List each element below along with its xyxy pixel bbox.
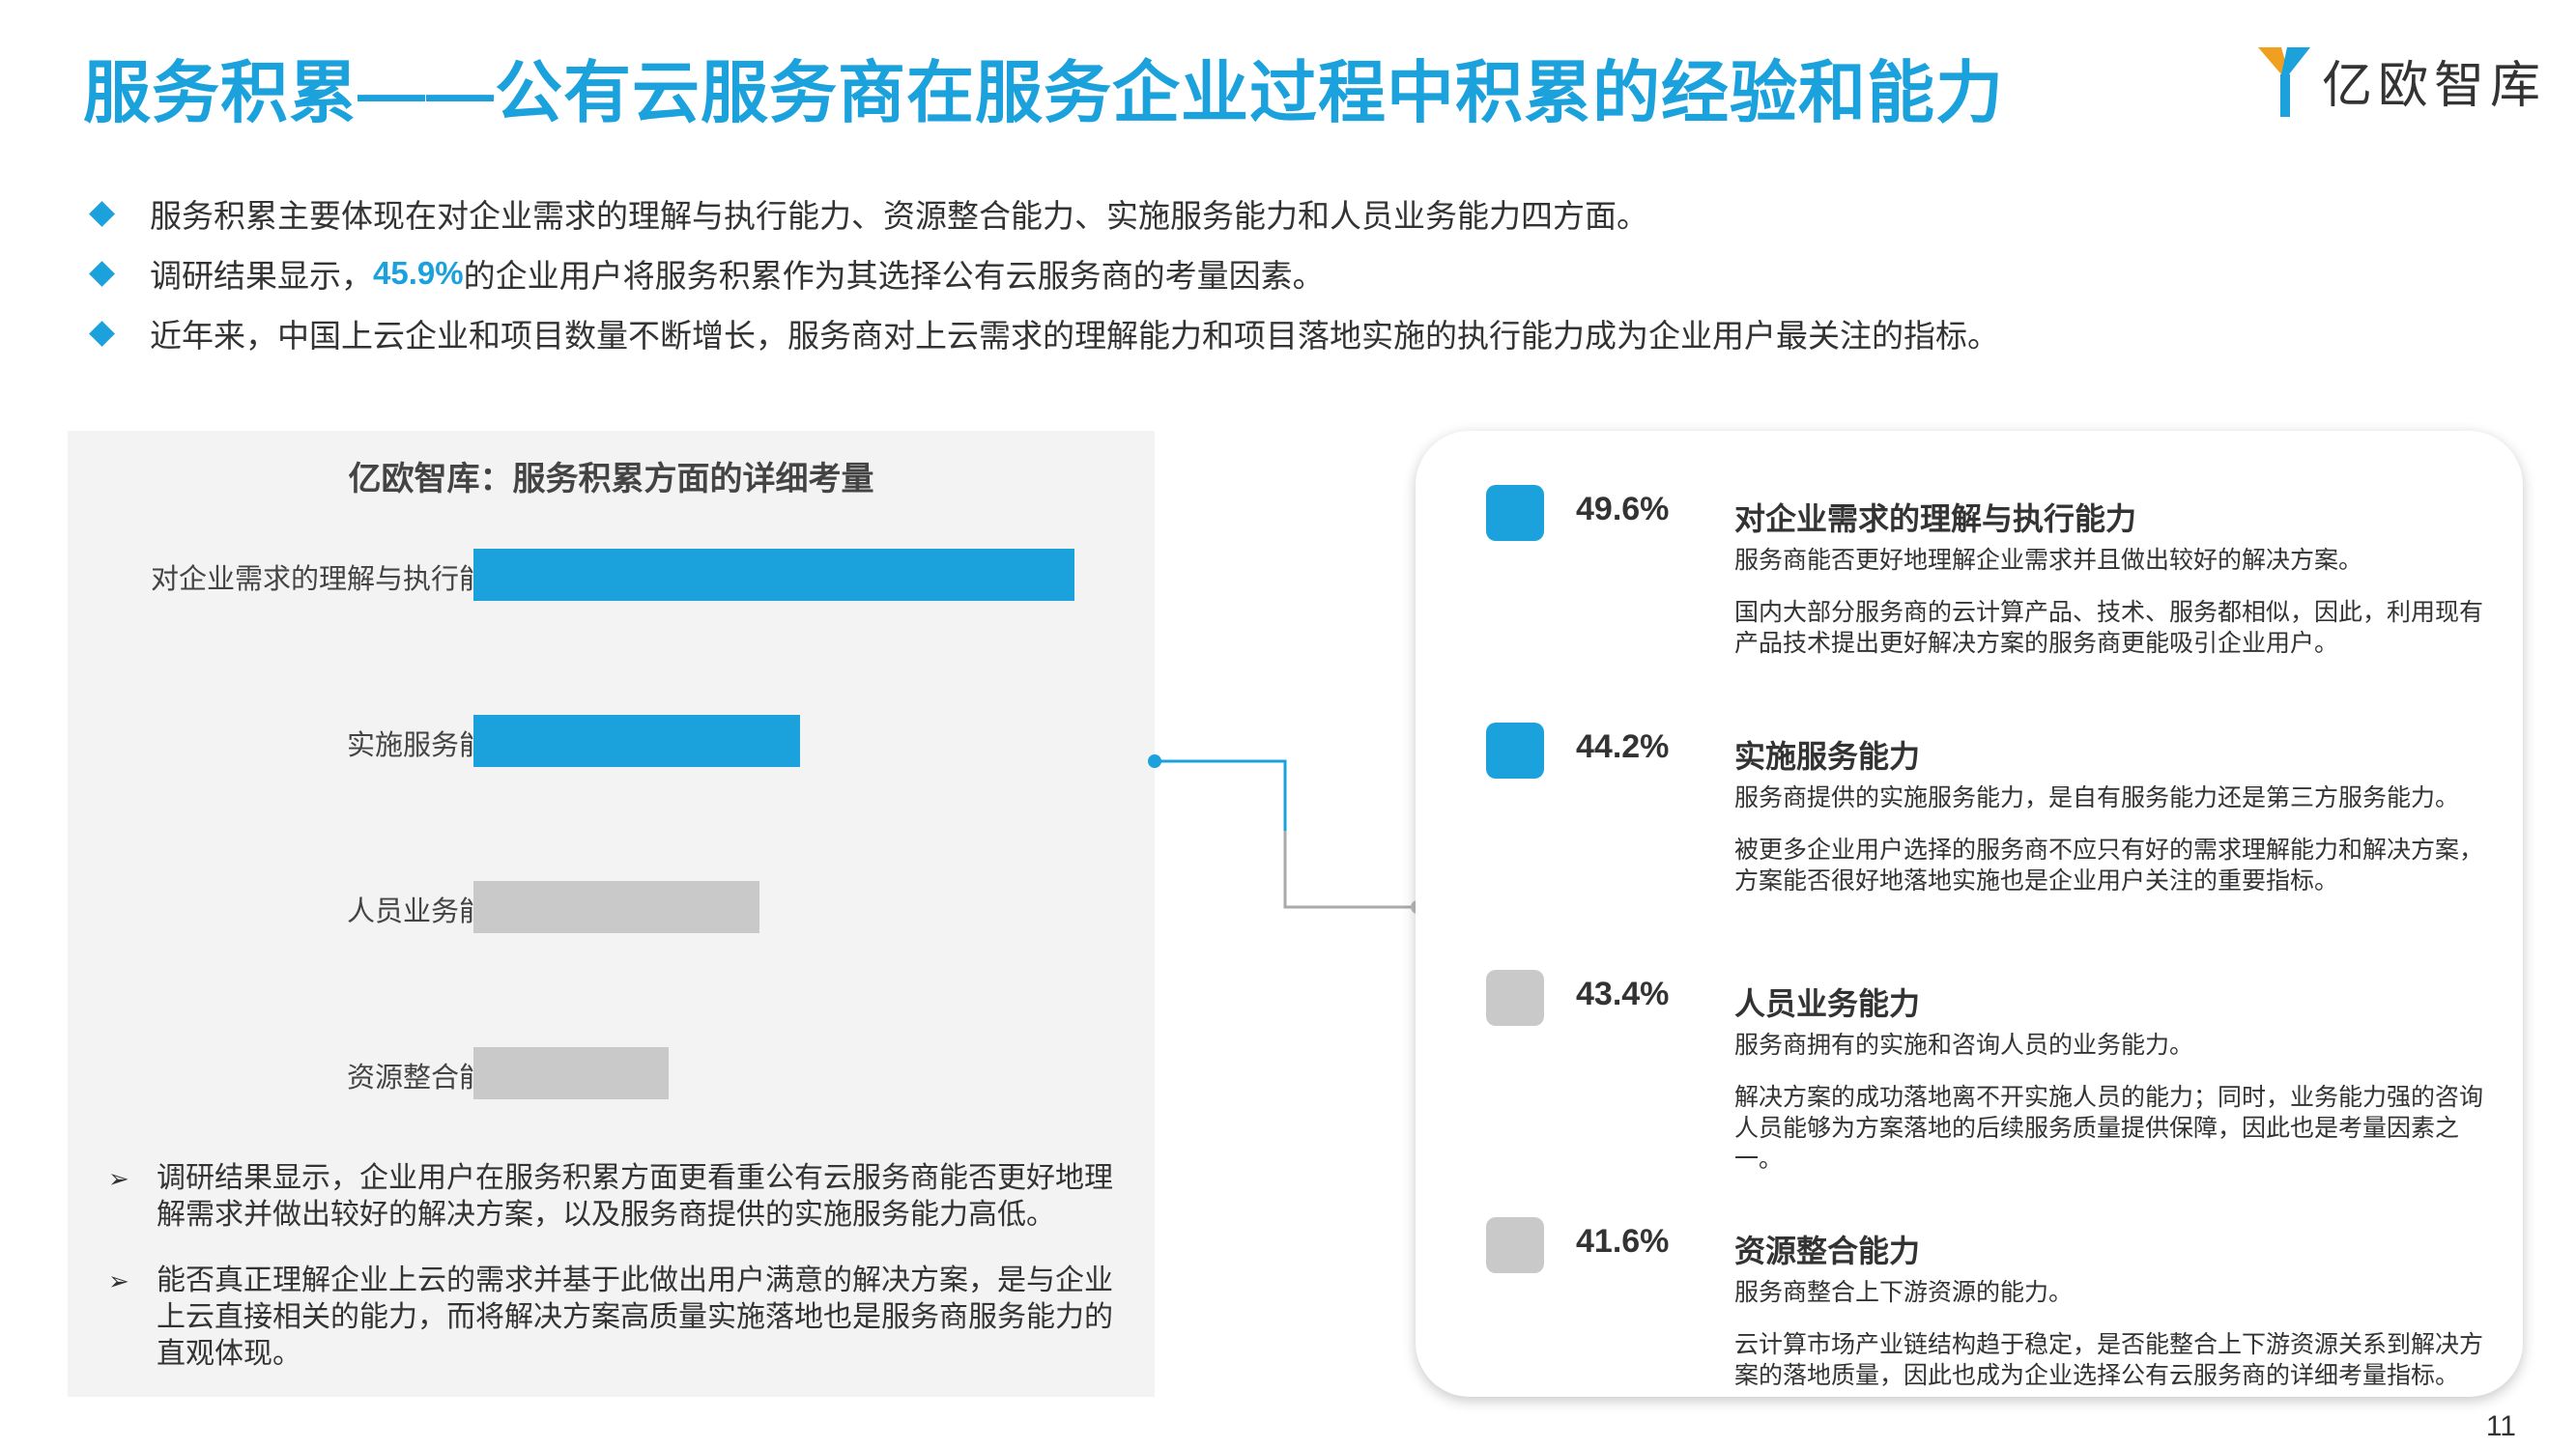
detail-percent: 41.6% [1576, 1223, 1670, 1260]
summary-bullet-1: 服务积累主要体现在对企业需求的理解与执行能力、资源整合能力、实施服务能力和人员业… [89, 184, 1999, 243]
note-text: 能否真正理解企业上云的需求并基于此做出用户满意的解决方案，是与企业上云直接相关的… [157, 1264, 1113, 1370]
color-swatch [1486, 970, 1544, 1026]
diamond-bullet-icon [89, 320, 115, 347]
detail-percent: 49.6% [1576, 491, 1670, 527]
color-swatch [1486, 485, 1544, 541]
highlight-percent: 45.9% [373, 255, 464, 291]
diamond-bullet-icon [89, 260, 115, 287]
detail-description: 服务商拥有的实施和咨询人员的业务能力。 [1734, 1032, 2194, 1059]
detail-title: 对企业需求的理解与执行能力 [1734, 501, 2137, 536]
details-card: 49.6% 对企业需求的理解与执行能力 服务商能否更好地理解企业需求并且做出较好… [1416, 431, 2523, 1397]
bullet-text: 近年来，中国上云企业和项目数量不断增长，服务商对上云需求的理解能力和项目落地实施… [150, 318, 1999, 354]
detail-item: 44.2% 实施服务能力 服务商提供的实施服务能力，是自有服务能力还是第三方服务… [1416, 699, 2523, 931]
color-swatch [1486, 1217, 1544, 1273]
detail-item: 41.6% 资源整合能力 服务商整合上下游资源的能力。 云计算市场产业链结构趋于… [1416, 1194, 2523, 1426]
detail-title: 人员业务能力 [1734, 986, 1921, 1021]
summary-bullets: 服务积累主要体现在对企业需求的理解与执行能力、资源整合能力、实施服务能力和人员业… [89, 184, 1999, 363]
arrow-bullet-icon: ➢ [108, 1266, 129, 1295]
logo-mark-icon [2258, 47, 2310, 117]
note-text: 调研结果显示，企业用户在服务积累方面更看重公有云服务商能否更好地理解需求并做出较… [157, 1162, 1113, 1231]
summary-bullet-3: 近年来，中国上云企业和项目数量不断增长，服务商对上云需求的理解能力和项目落地实施… [89, 303, 1999, 363]
detail-description: 被更多企业用户选择的服务商不应只有好的需求理解能力和解决方案，方案能否很好地落地… [1734, 837, 2484, 895]
arrow-bullet-icon: ➢ [108, 1164, 129, 1193]
notes-list: ➢ 调研结果显示，企业用户在服务积累方面更看重公有云服务商能否更好地理解需求并做… [97, 1160, 1140, 1402]
detail-description: 国内大部分服务商的云计算产品、技术、服务都相似，因此，利用现有产品技术提出更好解… [1734, 599, 2484, 657]
bullet-text-suffix: 的企业用户将服务积累作为其选择公有云服务商的考量因素。 [463, 258, 1325, 294]
bar-category-label: 对企业需求的理解与执行能力 [150, 564, 515, 595]
color-swatch [1486, 723, 1544, 779]
detail-item: 49.6% 对企业需求的理解与执行能力 服务商能否更好地理解企业需求并且做出较好… [1416, 462, 2523, 694]
detail-percent: 43.4% [1576, 976, 1670, 1012]
diamond-bullet-icon [89, 200, 115, 227]
note-item: ➢ 能否真正理解企业上云的需求并基于此做出用户满意的解决方案，是与企业上云直接相… [97, 1263, 1140, 1373]
detail-description: 服务商能否更好地理解企业需求并且做出较好的解决方案。 [1734, 547, 2363, 574]
bar [473, 715, 800, 767]
connector-line [1148, 754, 1424, 914]
bullet-text-prefix: 调研结果显示， [150, 258, 373, 294]
summary-bullet-2: 调研结果显示， 45.9% 的企业用户将服务积累作为其选择公有云服务商的考量因素。 [89, 243, 1999, 303]
detail-title: 资源整合能力 [1734, 1234, 1921, 1268]
detail-description: 解决方案的成功落地离不开实施人员的能力；同时，业务能力强的咨询人员能够为方案落地… [1734, 1084, 2484, 1173]
bar [473, 881, 759, 933]
detail-item: 43.4% 人员业务能力 服务商拥有的实施和咨询人员的业务能力。 解决方案的成功… [1416, 947, 2523, 1179]
bar [473, 549, 1074, 601]
page-number: 11 [2485, 1410, 2516, 1442]
detail-description: 服务商提供的实施服务能力，是自有服务能力还是第三方服务能力。 [1734, 784, 2460, 811]
chart-panel: 亿欧智库：服务积累方面的详细考量 对企业需求的理解与执行能力 实施服务能力 人员业务… [68, 431, 1155, 1397]
detail-percent: 44.2% [1576, 728, 1670, 765]
bar [473, 1047, 669, 1099]
detail-description: 云计算市场产业链结构趋于稳定，是否能整合上下游资源关系到解决方案的落地质量，因此… [1734, 1331, 2484, 1389]
page-title: 服务积累——公有云服务商在服务企业过程中积累的经验和能力 [83, 55, 2004, 130]
logo: 亿欧智库 [2256, 37, 2546, 124]
detail-title: 实施服务能力 [1734, 739, 1921, 774]
bullet-text: 服务积累主要体现在对企业需求的理解与执行能力、资源整合能力、实施服务能力和人员业… [150, 198, 1648, 234]
detail-description: 服务商整合上下游资源的能力。 [1734, 1279, 2074, 1306]
chart-title: 亿欧智库：服务积累方面的详细考量 [348, 461, 874, 497]
note-item: ➢ 调研结果显示，企业用户在服务积累方面更看重公有云服务商能否更好地理解需求并做… [97, 1160, 1140, 1234]
logo-text: 亿欧智库 [2322, 57, 2547, 114]
